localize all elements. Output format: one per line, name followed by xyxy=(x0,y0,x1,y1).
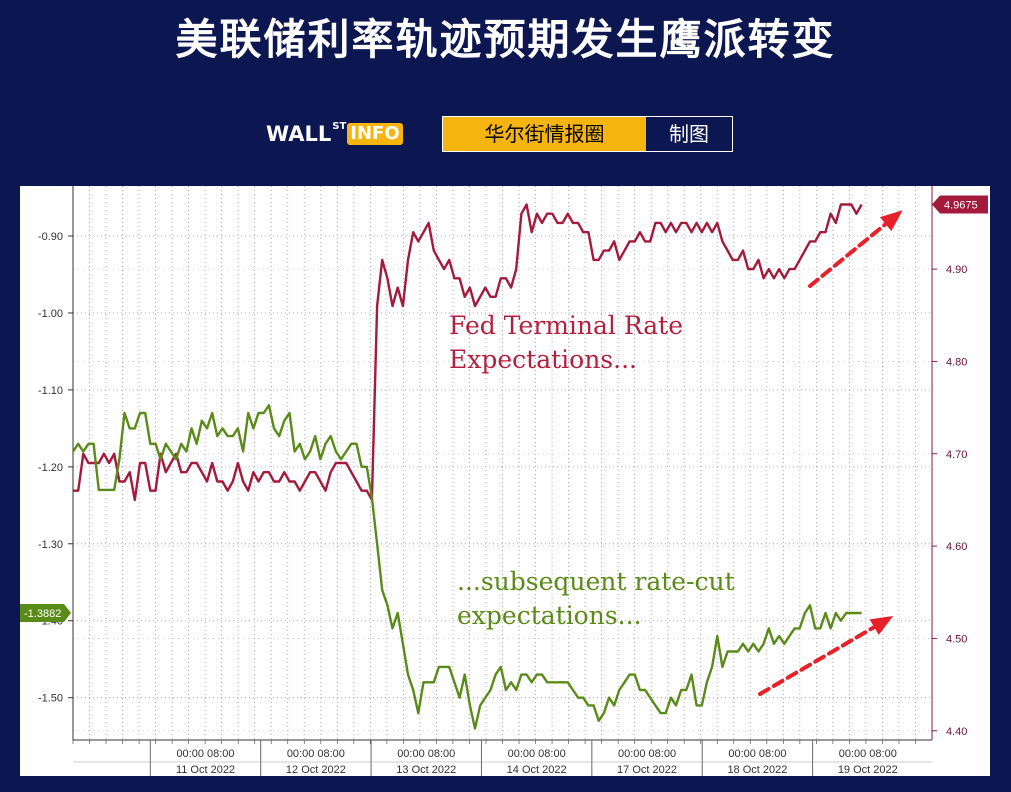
right-tick-label: 4.60 xyxy=(946,541,967,553)
right-tick-label: 4.40 xyxy=(946,726,967,738)
left-tick-label: -1.10 xyxy=(38,385,63,397)
x-date-label: 12 Oct 2022 xyxy=(286,764,346,776)
x-time-label: 00:00 08:00 xyxy=(287,748,345,760)
right-tick-label: 4.70 xyxy=(946,449,967,461)
logo-st-text: ST xyxy=(332,120,347,132)
annotation-rate-cut-line2: expectations... xyxy=(457,601,642,630)
x-time-label: 00:00 08:00 xyxy=(839,748,897,760)
x-date-label: 11 Oct 2022 xyxy=(176,764,235,776)
right-tick-label: 4.50 xyxy=(946,633,967,645)
x-date-label: 18 Oct 2022 xyxy=(727,764,787,776)
brand-logo: WALL ST INFO xyxy=(266,118,403,150)
annotation-terminal-rate-line1: Fed Terminal Rate xyxy=(449,311,683,340)
source-badge-suffix: 制图 xyxy=(669,122,709,146)
arrow-up-red-icon-head xyxy=(879,210,903,232)
arrow-up-green-icon-head xyxy=(869,615,894,635)
left-tick-label: -1.20 xyxy=(38,462,63,474)
x-date-label: 13 Oct 2022 xyxy=(396,764,456,776)
page-title: 美联储利率轨迹预期发生鹰派转变 xyxy=(175,15,836,64)
x-time-label: 00:00 08:00 xyxy=(508,748,566,760)
x-date-label: 14 Oct 2022 xyxy=(507,764,567,776)
rate-cut-series-line xyxy=(72,404,862,730)
x-date-label: 17 Oct 2022 xyxy=(617,764,677,776)
annotation-rate-cut: ...subsequent rate-cut expectations... xyxy=(457,565,735,633)
x-time-label: 00:00 08:00 xyxy=(618,748,676,760)
last-value-label-right: 4.9675 xyxy=(944,199,978,211)
left-tick-label: -1.50 xyxy=(38,693,63,705)
right-tick-label: 4.90 xyxy=(946,264,967,276)
annotation-terminal-rate-line2: Expectations... xyxy=(449,345,637,374)
x-time-label: 00:00 08:00 xyxy=(728,748,786,760)
left-tick-label: -1.00 xyxy=(38,308,63,320)
left-tick-label: -0.90 xyxy=(38,231,63,243)
left-tick-label: -1.30 xyxy=(38,539,63,551)
last-value-tag-right xyxy=(932,195,988,214)
arrow-up-red-icon xyxy=(808,212,900,288)
rate-chart: -0.90-1.00-1.10-1.20-1.30-1.40-1.504.904… xyxy=(20,186,990,776)
source-badge-name: 华尔街情报圈 xyxy=(443,117,646,151)
source-badge: 华尔街情报圈 制图 xyxy=(442,116,733,152)
arrow-up-green-icon xyxy=(758,617,890,696)
right-tick-label: 4.80 xyxy=(946,356,967,368)
logo-info-text: INFO xyxy=(347,123,403,145)
chart-background xyxy=(20,186,990,776)
annotation-terminal-rate: Fed Terminal Rate Expectations... xyxy=(449,309,683,377)
terminal-rate-series-line xyxy=(73,203,863,502)
x-time-label: 00:00 08:00 xyxy=(397,748,455,760)
last-value-tag-left xyxy=(20,604,71,623)
x-date-label: 19 Oct 2022 xyxy=(838,764,898,776)
annotation-rate-cut-line1: ...subsequent rate-cut xyxy=(457,567,735,596)
x-time-label: 00:00 08:00 xyxy=(176,748,234,760)
last-value-label-left: -1.3882 xyxy=(24,608,61,620)
logo-wall-text: WALL xyxy=(266,122,332,146)
